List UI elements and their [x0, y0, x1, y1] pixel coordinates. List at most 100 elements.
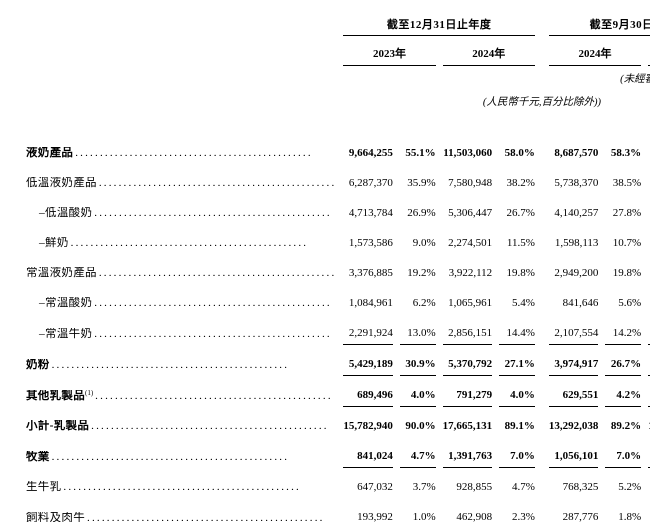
- table-row: 牧業841,0244.7%1,391,7637.0%1,056,1017.0%8…: [26, 437, 650, 468]
- percent-cell: 38.5%: [612, 177, 642, 189]
- percent-cell: 4.0%: [399, 376, 436, 407]
- value-cell: 8,687,570: [554, 147, 599, 159]
- percent-cell: 14.4%: [499, 314, 535, 345]
- year-column-header-2025-9m: 2025年: [648, 36, 650, 66]
- value-cell: 3,922,112: [448, 267, 493, 279]
- percent-cell: 19.2%: [407, 267, 436, 279]
- percent-cell: 55.1%: [405, 147, 436, 159]
- percent-cell: 58.3%: [610, 147, 642, 159]
- year-header-row: 2023年 2024年 2024年 2025年: [26, 36, 650, 66]
- row-label: 飼料及肉牛: [26, 498, 336, 522]
- dot-leader: [52, 359, 337, 372]
- value-cell: 11,503,060: [443, 147, 493, 159]
- percent-cell: 89.1%: [504, 420, 535, 432]
- value-cell: 1,988,867: [648, 314, 650, 345]
- value-cell: 3,376,885: [348, 267, 393, 279]
- year-column-header-2024-9m: 2024年: [548, 36, 642, 66]
- value-cell: 1,573,586: [348, 237, 393, 249]
- percent-cell: 4.7%: [512, 481, 535, 493]
- percent-cell: 6.2%: [412, 297, 436, 309]
- value-cell: 768,325: [562, 481, 599, 493]
- value-cell: 928,855: [456, 481, 493, 493]
- dot-leader: [63, 481, 336, 494]
- value-cell: 13,292,038: [548, 420, 599, 432]
- value-cell: 608,191: [648, 376, 650, 407]
- percent-cell: 4.2%: [605, 376, 642, 407]
- value-cell: 629,551: [548, 376, 599, 407]
- value-cell: 647,032: [357, 481, 393, 493]
- value-cell: 287,776: [549, 498, 599, 522]
- row-label: 低溫液奶產品: [26, 164, 336, 194]
- percent-cell: 27.1%: [499, 345, 535, 376]
- dot-leader: [94, 297, 336, 310]
- percent-cell: 1.8%: [605, 498, 641, 522]
- percent-cell: 13.0%: [399, 314, 436, 345]
- value-cell: 4,140,257: [554, 207, 599, 219]
- value-cell: 9,664,255: [348, 147, 393, 159]
- percent-cell: 19.8%: [612, 267, 642, 279]
- value-cell: 3,345,216: [648, 345, 650, 376]
- row-label: 小計-乳製品: [26, 407, 336, 437]
- dot-leader: [99, 177, 337, 190]
- dot-leader: [52, 451, 337, 464]
- percent-cell: 7.0%: [499, 437, 535, 468]
- value-cell: 3,974,917: [548, 345, 599, 376]
- dot-leader: [91, 420, 336, 433]
- table-row: 小計-乳製品 15,782,940 90.0% 17,665,131 89.1% 13,2…: [26, 407, 650, 437]
- year-column-header-2023: 2023年: [343, 36, 436, 66]
- row-label: 其他乳製品 (1): [26, 376, 336, 407]
- percent-cell: 58.0%: [504, 147, 535, 159]
- table-row: 生牛乳647,0323.7%928,8554.7%768,3255.2%313,…: [26, 468, 650, 498]
- percent-cell: 2.3%: [499, 498, 535, 522]
- unit-note: (人民幣千元,百分比除外)): [482, 97, 601, 108]
- table-row: –低溫酸奶 4,713,784 26.9% 5,306,447 26.7% 4,140,2…: [26, 194, 650, 224]
- year-column-header-2024: 2024年: [442, 36, 535, 66]
- value-cell: 15,782,940: [343, 420, 393, 432]
- value-cell: 13,198,537: [648, 407, 650, 437]
- table-row: 常溫液奶產品 3,376,885 19.2% 3,922,112 19.8% 2,949,…: [26, 254, 650, 284]
- value-cell: 689,496: [343, 376, 393, 407]
- percent-cell: 1.0%: [400, 498, 436, 522]
- value-cell: 7,580,948: [448, 177, 493, 189]
- value-cell: 6,287,370: [348, 177, 393, 189]
- percent-cell: 27.8%: [612, 207, 642, 219]
- percent-cell: 5.4%: [512, 297, 535, 309]
- value-cell: 1,056,101: [548, 437, 599, 468]
- row-label: 牧業: [26, 437, 336, 468]
- value-cell: 841,646: [562, 297, 599, 309]
- percent-cell: 3.7%: [412, 481, 436, 493]
- percent-cell: 7.0%: [605, 437, 642, 468]
- value-cell: 2,291,924: [343, 314, 393, 345]
- value-cell: 2,274,501: [448, 237, 493, 249]
- row-label: 生牛乳: [26, 468, 336, 498]
- table-row: 液奶產品 9,664,255 55.1% 11,503,060 58.0% 8,687,5…: [26, 134, 650, 164]
- row-label: 常溫液奶產品: [26, 254, 336, 284]
- percent-cell: 14.2%: [605, 314, 642, 345]
- percent-cell: 5.2%: [618, 481, 642, 493]
- revenue-breakdown-table: 截至12月31日止年度 截至9月30日止九個月 2023年 2024年 2024…: [19, 10, 650, 522]
- value-cell: 841,024: [343, 437, 393, 468]
- value-cell: 791,279: [442, 376, 493, 407]
- table-row: –鮮奶 1,573,586 9.0% 2,274,501 11.5% 1,598,113 1…: [26, 224, 650, 254]
- percent-cell: 5.6%: [618, 297, 642, 309]
- percent-cell: 26.7%: [605, 345, 642, 376]
- row-label: 奶粉: [26, 345, 336, 376]
- period-group-row: 截至12月31日止年度 截至9月30日止九個月: [26, 10, 650, 36]
- dot-leader: [95, 390, 336, 403]
- value-cell: 462,908: [443, 498, 492, 522]
- percent-cell: 26.7%: [506, 207, 535, 219]
- value-cell: 4,713,784: [348, 207, 393, 219]
- percent-cell: 38.2%: [506, 177, 535, 189]
- value-cell: 5,370,792: [442, 345, 493, 376]
- percent-cell: 30.9%: [399, 345, 436, 376]
- dot-leader: [94, 207, 336, 220]
- value-cell: 17,665,131: [442, 420, 493, 432]
- dot-leader: [87, 512, 336, 522]
- table-row: 飼料及肉牛193,9921.0%462,9082.3%287,7761.8%50…: [26, 498, 650, 522]
- percent-cell: 90.0%: [405, 420, 436, 432]
- percent-cell: 26.9%: [407, 207, 436, 219]
- row-label: –常溫酸奶: [26, 284, 336, 314]
- percent-cell: 4.7%: [399, 437, 436, 468]
- table-row: –常溫酸奶 1,084,961 6.2% 1,065,961 5.4% 841,646 5.…: [26, 284, 650, 314]
